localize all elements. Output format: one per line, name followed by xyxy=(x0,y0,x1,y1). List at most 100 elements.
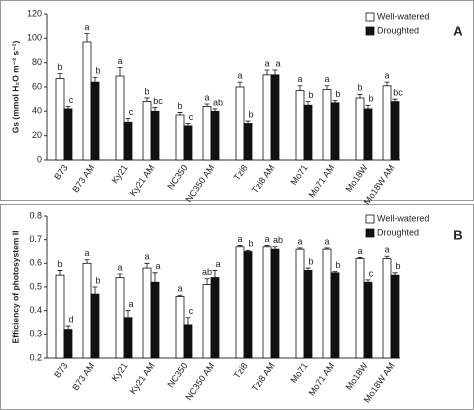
significance-letter: a xyxy=(264,58,269,68)
significance-letter: a xyxy=(275,58,280,68)
x-tick-label: Tzi8 AM xyxy=(250,163,277,195)
significance-letter: a xyxy=(297,236,302,246)
significance-letter: b xyxy=(177,101,182,111)
y-tick-label: 0.8 xyxy=(29,210,42,220)
y-tick-label: 0.6 xyxy=(29,258,42,268)
bar xyxy=(295,90,305,161)
bar xyxy=(55,274,65,359)
significance-letter: a xyxy=(117,56,122,66)
error-bar xyxy=(57,270,63,276)
x-tick-label: B73 AM xyxy=(70,361,96,393)
significance-letter: a xyxy=(155,261,160,271)
significance-letter: c xyxy=(369,268,374,278)
bar xyxy=(123,317,133,359)
y-tick-label: 0.2 xyxy=(29,352,42,362)
error-bar xyxy=(297,247,303,250)
error-bar xyxy=(245,120,251,124)
bar xyxy=(262,246,272,359)
bar xyxy=(150,281,160,359)
panel-label: B xyxy=(453,227,462,242)
bar xyxy=(322,248,332,359)
bar xyxy=(183,125,193,161)
y-tick-label: 0.7 xyxy=(29,234,42,244)
significance-letter: a xyxy=(357,246,362,256)
bar xyxy=(210,277,220,359)
significance-letter: a xyxy=(117,262,122,272)
error-bar xyxy=(212,270,218,278)
x-tick-label: Mo18W xyxy=(344,162,370,194)
error-bar xyxy=(117,67,123,77)
legend-swatch xyxy=(365,12,375,22)
x-tick-label: Tzi8 xyxy=(232,163,250,183)
significance-letter: b xyxy=(248,239,253,249)
x-tick-label: Ky21 AM xyxy=(128,163,157,198)
error-bar xyxy=(365,279,371,283)
y-tick-label: 20 xyxy=(32,130,42,140)
bar xyxy=(322,89,332,161)
bar xyxy=(243,251,253,359)
legend-label: Well-watered xyxy=(377,11,429,21)
legend-label: Droughted xyxy=(377,25,419,35)
significance-letter: a xyxy=(324,74,329,84)
x-tick-label: B73 xyxy=(52,163,69,182)
bar xyxy=(150,110,160,161)
significance-letter: b xyxy=(395,261,400,271)
y-tick-label: 80 xyxy=(32,57,42,67)
error-bar xyxy=(357,93,363,98)
significance-letter: b xyxy=(357,83,362,93)
y-axis-label: Gs (mmol H₂O m⁻² s⁻¹) xyxy=(10,41,20,134)
bar xyxy=(175,114,185,161)
error-bar xyxy=(117,273,123,278)
bar xyxy=(363,281,373,359)
bar xyxy=(202,284,212,359)
x-tick-label: Mo71 AM xyxy=(307,163,337,200)
significance-letter: b xyxy=(368,94,373,104)
significance-letter: a xyxy=(264,234,269,244)
significance-letter: a xyxy=(237,71,242,81)
significance-letter: ab xyxy=(202,267,212,277)
x-tick-label: B73 AM xyxy=(70,163,96,195)
bar xyxy=(142,267,152,359)
bar xyxy=(123,121,133,161)
significance-letter: a xyxy=(215,259,220,269)
error-bar xyxy=(84,33,90,42)
significance-letter: c xyxy=(69,95,74,105)
error-bar xyxy=(324,247,330,250)
significance-letter: a xyxy=(204,92,209,102)
legend-swatch xyxy=(365,228,375,238)
bar xyxy=(355,258,365,359)
significance-letter: a xyxy=(128,299,133,309)
significance-letter: b xyxy=(308,90,313,100)
significance-letter: b xyxy=(57,259,62,269)
error-bar xyxy=(384,255,390,259)
error-bar xyxy=(272,69,278,75)
error-bar xyxy=(204,103,210,107)
x-tick-label: Tzi8 xyxy=(232,361,250,381)
error-bar xyxy=(84,259,90,264)
significance-letter: b xyxy=(335,260,340,270)
x-tick-label: Ky21 xyxy=(110,361,130,384)
error-bar xyxy=(65,106,71,109)
bar xyxy=(303,104,313,161)
bar xyxy=(303,270,313,359)
significance-letter: a xyxy=(237,234,242,244)
bar xyxy=(363,108,373,161)
significance-letter: ab xyxy=(273,235,283,245)
significance-letter: b xyxy=(308,256,313,266)
significance-letter: a xyxy=(324,236,329,246)
significance-letter: a xyxy=(177,284,182,294)
significance-letter: c xyxy=(189,112,194,122)
bar xyxy=(55,78,65,161)
bar xyxy=(175,296,185,359)
error-bar xyxy=(185,123,191,126)
error-bar xyxy=(237,245,243,247)
error-bar xyxy=(264,245,270,247)
y-tick-label: 120 xyxy=(27,8,42,18)
legend-swatch xyxy=(365,214,375,224)
legend-label: Well-watered xyxy=(377,213,429,223)
significance-letter: d xyxy=(68,314,73,324)
error-bar xyxy=(384,81,390,86)
significance-letter: b xyxy=(335,89,340,99)
error-bar xyxy=(65,325,71,330)
